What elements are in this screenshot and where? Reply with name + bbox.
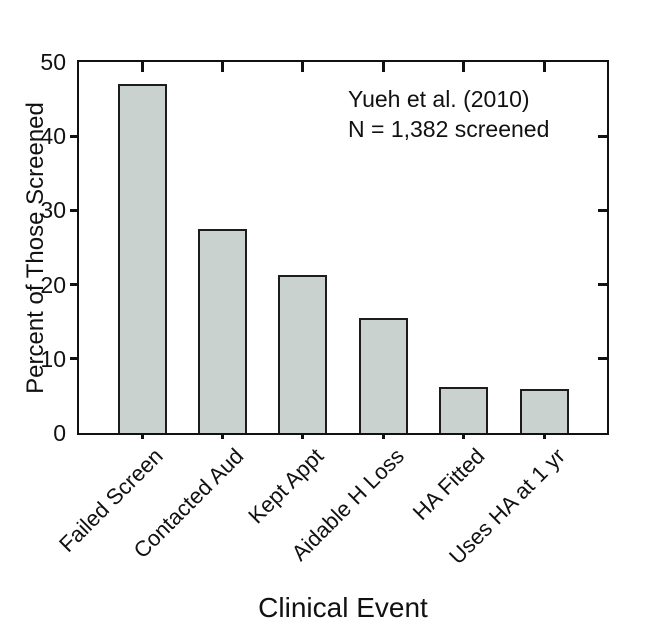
left-tick — [70, 283, 79, 287]
y-tick-label: 0 — [53, 420, 66, 446]
y-tick-label: 10 — [40, 345, 66, 372]
top-tick — [381, 62, 385, 72]
annotation-line-1: Yueh et al. (2010) — [348, 86, 530, 112]
right-tick — [598, 357, 607, 361]
annotation-text: Yueh et al. (2010) N = 1,382 screened — [348, 84, 549, 144]
annotation-line-2: N = 1,382 screened — [348, 116, 550, 142]
top-tick — [220, 62, 224, 72]
left-tick — [70, 357, 79, 361]
bar — [197, 229, 247, 433]
bottom-tick — [140, 433, 144, 439]
bar — [519, 389, 569, 433]
bottom-tick — [381, 433, 385, 439]
left-tick — [70, 134, 79, 138]
y-tick-label: 20 — [40, 271, 66, 298]
x-category-label: Kept Appt — [243, 443, 329, 529]
bottom-tick — [220, 433, 224, 439]
y-tick-label: 50 — [40, 49, 66, 75]
y-tick-label: 40 — [40, 123, 66, 150]
x-axis-title: Clinical Event — [258, 592, 428, 623]
bar — [439, 387, 489, 433]
top-tick — [542, 62, 546, 72]
bottom-tick — [301, 433, 305, 439]
plot-area — [79, 62, 607, 433]
right-tick — [598, 134, 607, 138]
right-tick — [598, 283, 607, 287]
y-tick-label: 30 — [40, 197, 66, 224]
bar — [358, 318, 408, 433]
x-category-label: HA Fitted — [407, 443, 490, 525]
right-tick — [598, 208, 607, 212]
bottom-tick — [542, 433, 546, 439]
bar — [278, 275, 328, 433]
top-tick — [301, 62, 305, 72]
bar — [117, 84, 167, 433]
bottom-tick — [462, 433, 466, 439]
top-tick — [140, 62, 144, 72]
top-tick — [462, 62, 466, 72]
left-tick — [70, 208, 79, 212]
